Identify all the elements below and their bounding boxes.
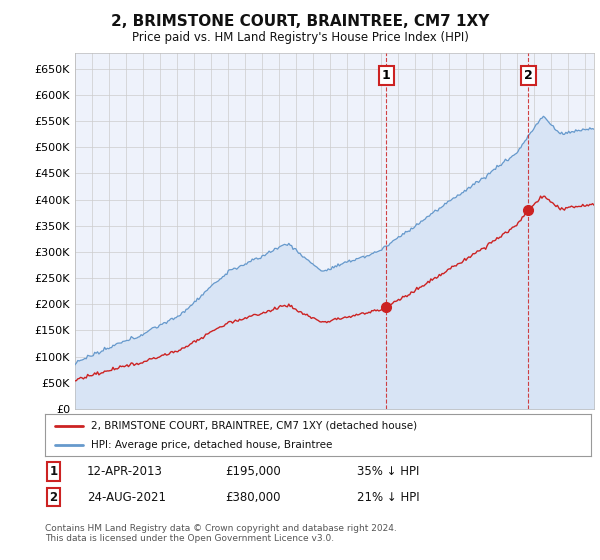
Text: 12-APR-2013: 12-APR-2013 [87,465,163,478]
Text: 35% ↓ HPI: 35% ↓ HPI [357,465,419,478]
Text: Price paid vs. HM Land Registry's House Price Index (HPI): Price paid vs. HM Land Registry's House … [131,31,469,44]
Text: £380,000: £380,000 [225,491,281,504]
Text: 2: 2 [524,69,533,82]
Text: 1: 1 [49,465,58,478]
Text: 2: 2 [49,491,58,504]
Text: 2, BRIMSTONE COURT, BRAINTREE, CM7 1XY: 2, BRIMSTONE COURT, BRAINTREE, CM7 1XY [111,14,489,29]
Text: 24-AUG-2021: 24-AUG-2021 [87,491,166,504]
Text: HPI: Average price, detached house, Braintree: HPI: Average price, detached house, Brai… [91,440,333,450]
Text: 21% ↓ HPI: 21% ↓ HPI [357,491,419,504]
Text: Contains HM Land Registry data © Crown copyright and database right 2024.
This d: Contains HM Land Registry data © Crown c… [45,524,397,543]
Text: 1: 1 [382,69,391,82]
Text: 2, BRIMSTONE COURT, BRAINTREE, CM7 1XY (detached house): 2, BRIMSTONE COURT, BRAINTREE, CM7 1XY (… [91,421,418,431]
Text: £195,000: £195,000 [225,465,281,478]
